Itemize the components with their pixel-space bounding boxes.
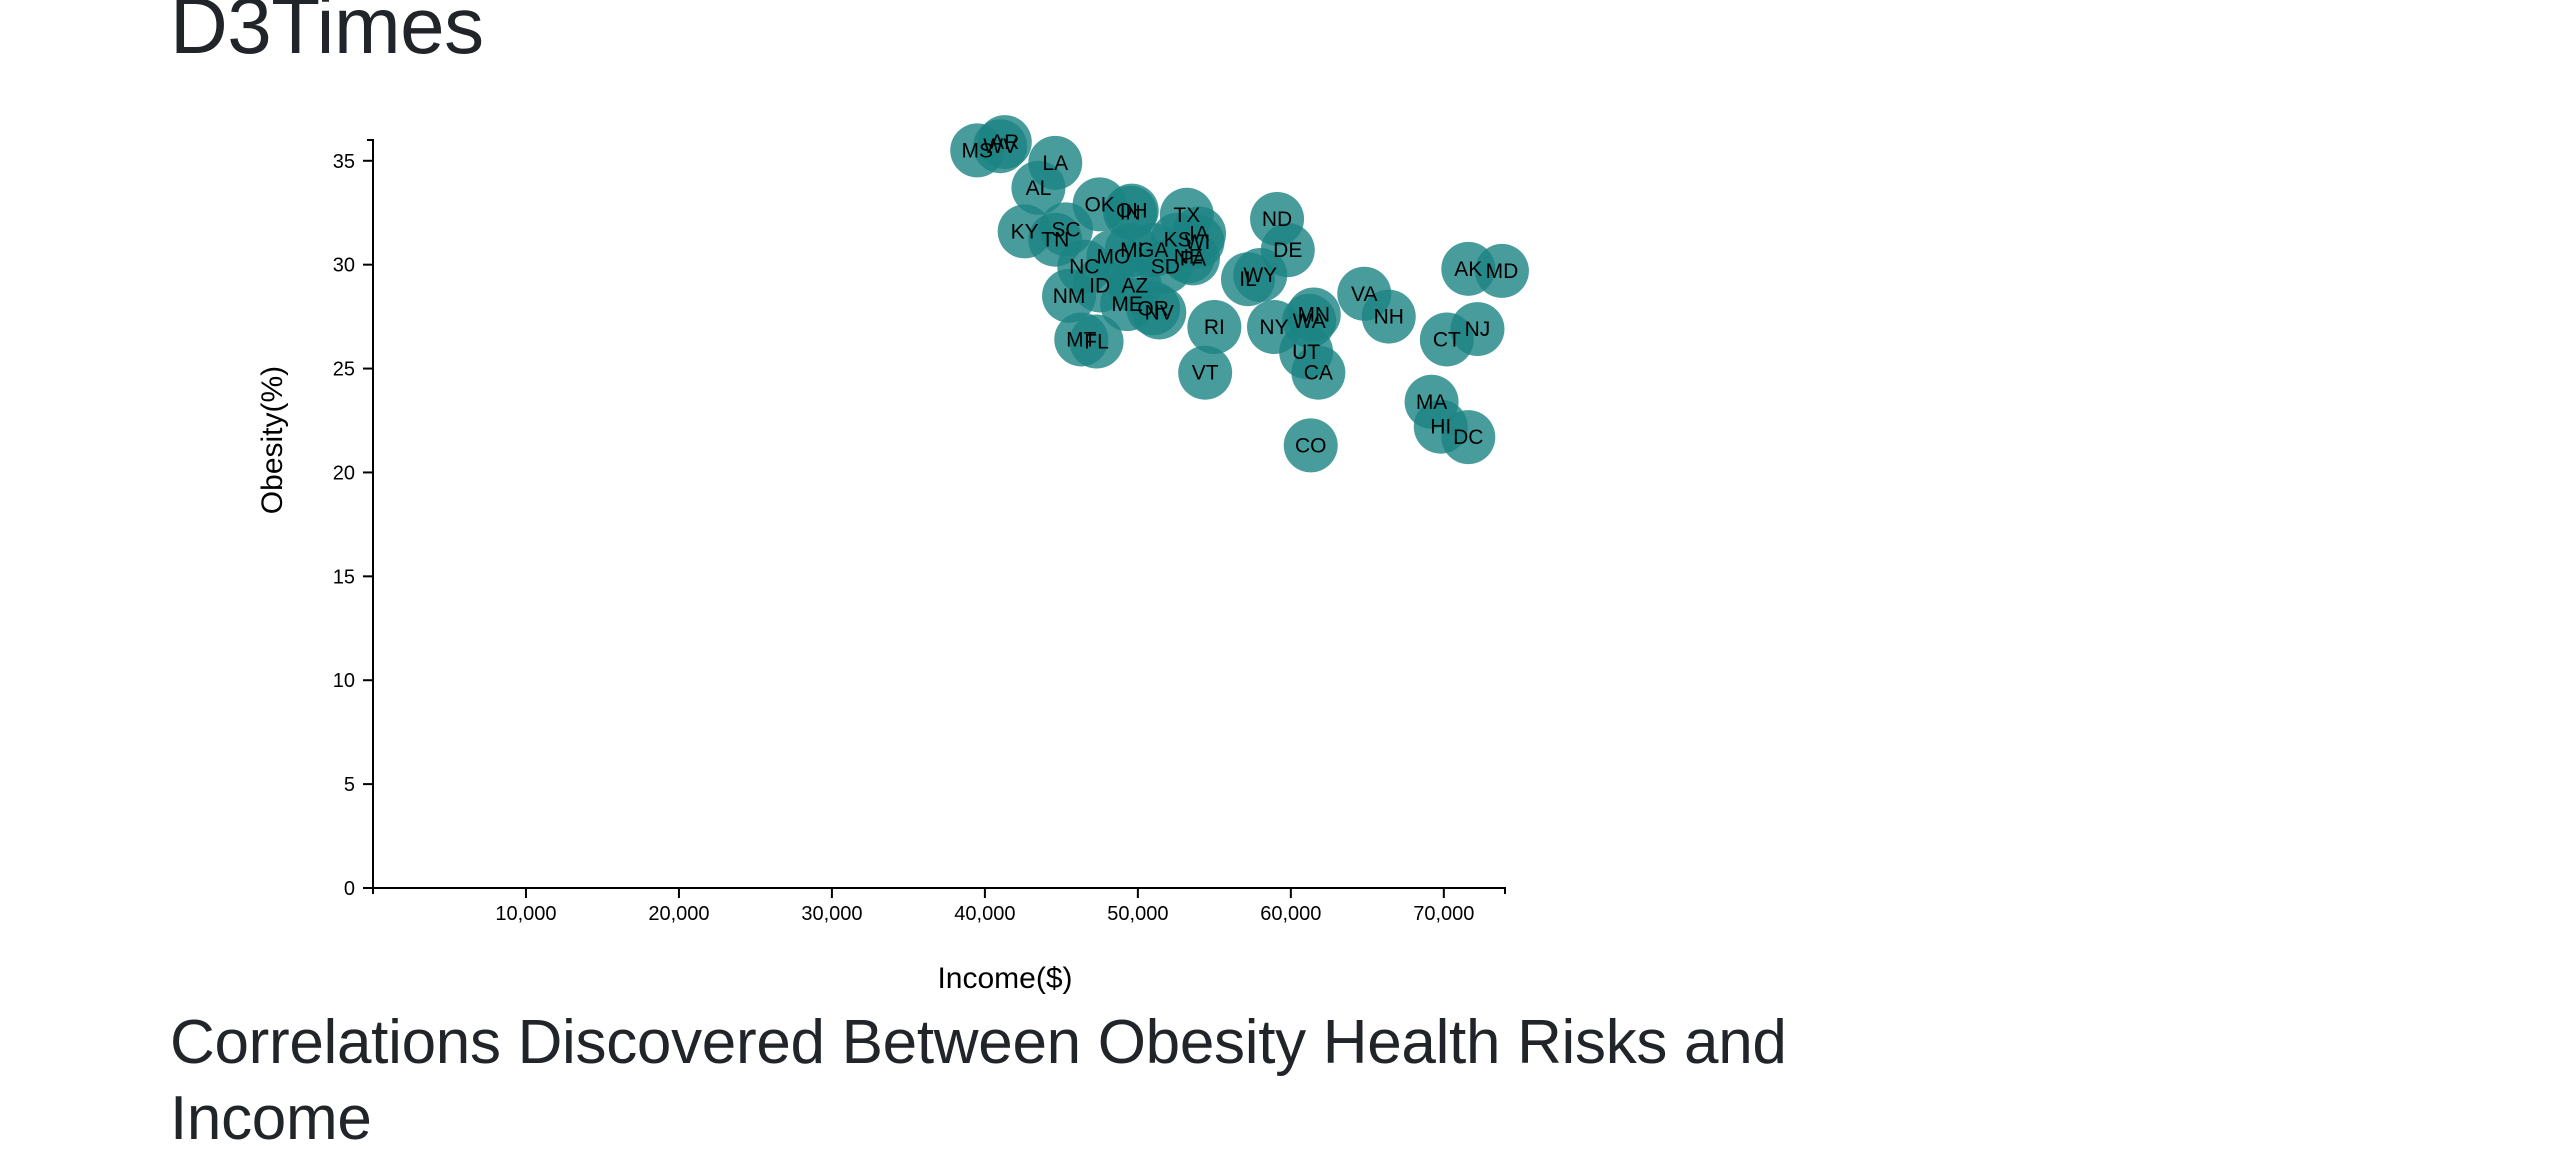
state-point	[1233, 248, 1288, 303]
state-point-label: TN	[1041, 229, 1069, 252]
state-point	[977, 115, 1032, 170]
state-point	[1042, 268, 1097, 323]
state-point-label: VT	[1192, 362, 1219, 385]
state-point-label: HI	[1430, 416, 1451, 439]
state-point-label: CT	[1433, 328, 1461, 351]
state-point	[1170, 214, 1225, 269]
state-point-label: NM	[1053, 285, 1086, 308]
state-point-label: NV	[1145, 301, 1174, 324]
state-point-label: NE	[1174, 245, 1203, 268]
state-point-label: IA	[1189, 223, 1209, 246]
state-point-label: UT	[1292, 341, 1320, 364]
state-point-label: RI	[1204, 316, 1225, 339]
state-point-label: IL	[1239, 268, 1257, 291]
x-axis-line	[372, 887, 1506, 894]
state-point-label: WV	[983, 135, 1017, 158]
state-point	[1178, 345, 1233, 400]
state-point-label: ME	[1111, 293, 1143, 316]
state-point-label: MI	[1120, 239, 1143, 262]
state-point-label: NH	[1374, 306, 1404, 329]
y-axis-title: Obesity(%)	[256, 366, 289, 514]
state-point	[1069, 314, 1124, 369]
state-point-label: AK	[1454, 258, 1482, 281]
state-point-label: PA	[1180, 247, 1206, 270]
state-point	[1450, 302, 1505, 357]
y-tick-label: 35	[333, 151, 355, 173]
article-title: Correlations Discovered Between Obesity …	[170, 1008, 1787, 1152]
x-axis-title: Income($)	[937, 962, 1072, 995]
state-point-label: ID	[1089, 274, 1110, 297]
state-point-label: KS	[1164, 229, 1192, 252]
y-tick-label: 15	[333, 566, 355, 588]
state-point	[1132, 285, 1187, 340]
x-tick-label: 10,000	[495, 903, 556, 925]
state-point	[1187, 300, 1242, 354]
state-point-label: CO	[1295, 434, 1327, 457]
x-tick-label: 30,000	[801, 903, 862, 925]
state-point-label: MA	[1416, 391, 1448, 414]
state-point	[1361, 289, 1416, 344]
state-point-label: MN	[1297, 304, 1330, 327]
state-point-label: WY	[1243, 264, 1277, 287]
state-point-label: AZ	[1121, 274, 1148, 297]
state-point-label: OH	[1116, 200, 1148, 223]
state-point-label: SC	[1051, 218, 1080, 241]
x-tick-label: 70,000	[1413, 903, 1474, 925]
state-point-label: NC	[1069, 256, 1099, 279]
state-point-label: DC	[1453, 426, 1483, 449]
y-axis-line	[367, 139, 374, 889]
state-point-label: MS	[961, 139, 993, 162]
state-point-label: DE	[1273, 239, 1302, 262]
state-point-label: OR	[1137, 297, 1169, 320]
y-tick-label: 10	[333, 670, 355, 692]
state-point	[1291, 345, 1346, 400]
state-point	[1011, 160, 1066, 215]
y-tick-label: 5	[344, 774, 355, 796]
state-point-label: LA	[1042, 152, 1068, 175]
state-point-label: WI	[1185, 231, 1211, 254]
state-point-label: CA	[1304, 362, 1333, 385]
state-point-label: NY	[1259, 316, 1288, 339]
x-tick-label: 40,000	[954, 903, 1015, 925]
state-point-label: ND	[1262, 208, 1292, 231]
state-point-label: MT	[1066, 328, 1096, 351]
x-tick-label: 50,000	[1107, 903, 1168, 925]
state-point-label: GA	[1138, 239, 1168, 262]
site-title: D3Times	[170, 0, 484, 70]
y-tick-label: 25	[333, 359, 355, 381]
x-tick-label: 60,000	[1260, 903, 1321, 925]
state-point	[1474, 243, 1529, 298]
state-point-label: KY	[1011, 220, 1039, 243]
x-tick-label: 20,000	[648, 903, 709, 925]
state-point-label: VA	[1351, 283, 1377, 306]
state-point-label: AL	[1026, 177, 1052, 200]
state-point	[1283, 418, 1338, 473]
state-point-label: AR	[990, 131, 1019, 154]
state-point-label: NJ	[1465, 318, 1491, 341]
y-tick-label: 0	[344, 878, 355, 900]
state-point-label: OK	[1084, 193, 1114, 216]
state-point-label: WA	[1293, 310, 1326, 333]
state-point-label: FL	[1084, 331, 1109, 354]
y-tick-label: 20	[333, 462, 355, 484]
plot-area: 10,000 20,000 30,000 40,000 50,000 60,000 70,0…	[333, 115, 1529, 925]
state-point-label: SD	[1151, 256, 1180, 279]
state-point-label: IN	[1120, 202, 1141, 225]
state-point	[1441, 410, 1496, 465]
state-point-label: MO	[1096, 245, 1130, 268]
state-point-label: TX	[1173, 204, 1200, 227]
scatter-chart: 10,000 20,000 30,000 40,000 50,000 60,000 70,0…	[256, 115, 1529, 995]
state-point-label: MD	[1486, 260, 1519, 283]
y-tick-label: 30	[333, 255, 355, 277]
